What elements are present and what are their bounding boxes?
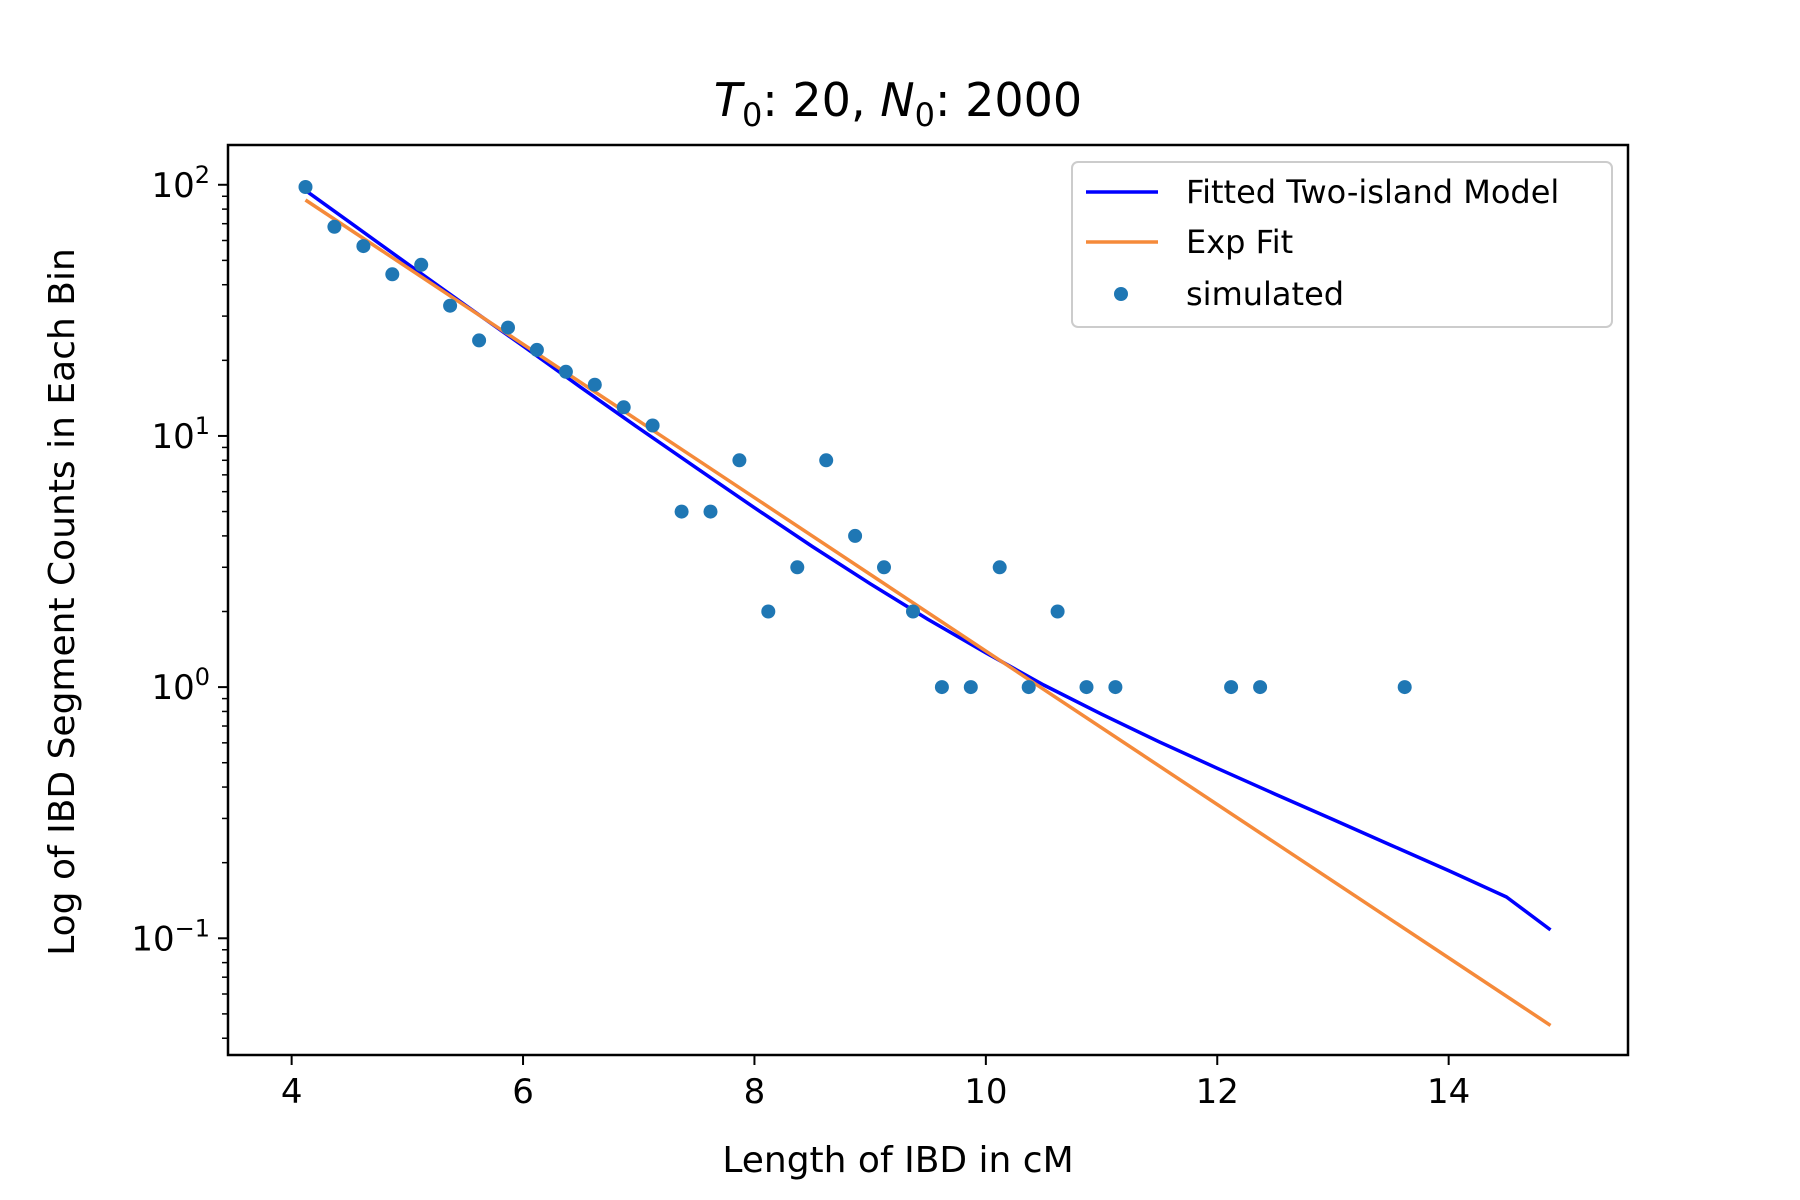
x-tick-label: 6 [512,1072,534,1112]
simulated-point [1050,604,1065,619]
x-axis-ticks: 4 6 8 10 12 14 [281,1055,1470,1112]
simulated-point [1079,680,1094,695]
simulated-point [414,257,429,272]
simulated-point [529,342,544,357]
legend-box [1071,161,1613,328]
x-tick-label: 14 [1427,1072,1470,1112]
simulated-point [848,528,863,543]
simulated-point [703,504,718,519]
plot-area [298,180,1552,1027]
simulated-point [587,377,602,392]
x-tick-label: 4 [281,1072,303,1112]
simulated-point [327,219,342,234]
simulated-point [558,364,573,379]
x-tick-label: 10 [964,1072,1007,1112]
simulated-point [732,453,747,468]
legend: Fitted Two-island Model Exp Fit simulate… [1071,161,1613,328]
plot-frame [226,143,1630,1057]
simulated-point [1021,680,1036,695]
simulated-point [1253,680,1268,695]
legend-swatch-simulated [1114,287,1128,301]
y-tick-label: 102 [151,161,210,206]
simulated-point [645,418,660,433]
simulated-point [963,680,978,695]
legend-label-two-island: Fitted Two-island Model [1186,173,1559,211]
series-line-exp-fit [304,198,1552,1027]
x-tick-label: 12 [1196,1072,1239,1112]
simulated-point [385,267,400,282]
simulated-point [356,239,371,254]
legend-label-simulated: simulated [1186,275,1344,313]
simulated-point [877,560,891,575]
y-tick-label: 100 [151,663,210,708]
y-axis-ticks: 102 101 100 10−1 [131,161,228,1039]
simulated-point [443,298,458,313]
simulated-point [472,333,487,348]
simulated-point [616,400,631,415]
simulated-point [934,680,949,695]
simulated-point [298,180,313,194]
y-axis-title: Log of IBD Segment Counts in Each Bin [42,248,83,956]
simulated-point [790,560,805,575]
chart-title: T0: 20, N0: 2000 [714,73,1082,134]
simulated-point [819,453,834,468]
simulated-point [501,320,515,335]
simulated-point [906,604,920,619]
simulated-point [761,604,776,619]
y-tick-label: 10−1 [131,914,210,959]
x-tick-label: 8 [744,1072,766,1112]
y-tick-label: 101 [151,412,210,457]
simulated-point [1108,680,1123,695]
simulated-point [674,504,689,519]
simulated-point [1397,680,1412,695]
simulated-point [1224,680,1239,695]
simulated-point [992,560,1007,575]
legend-label-exp-fit: Exp Fit [1186,223,1293,261]
x-axis-title: Length of IBD in cM [722,1140,1073,1181]
